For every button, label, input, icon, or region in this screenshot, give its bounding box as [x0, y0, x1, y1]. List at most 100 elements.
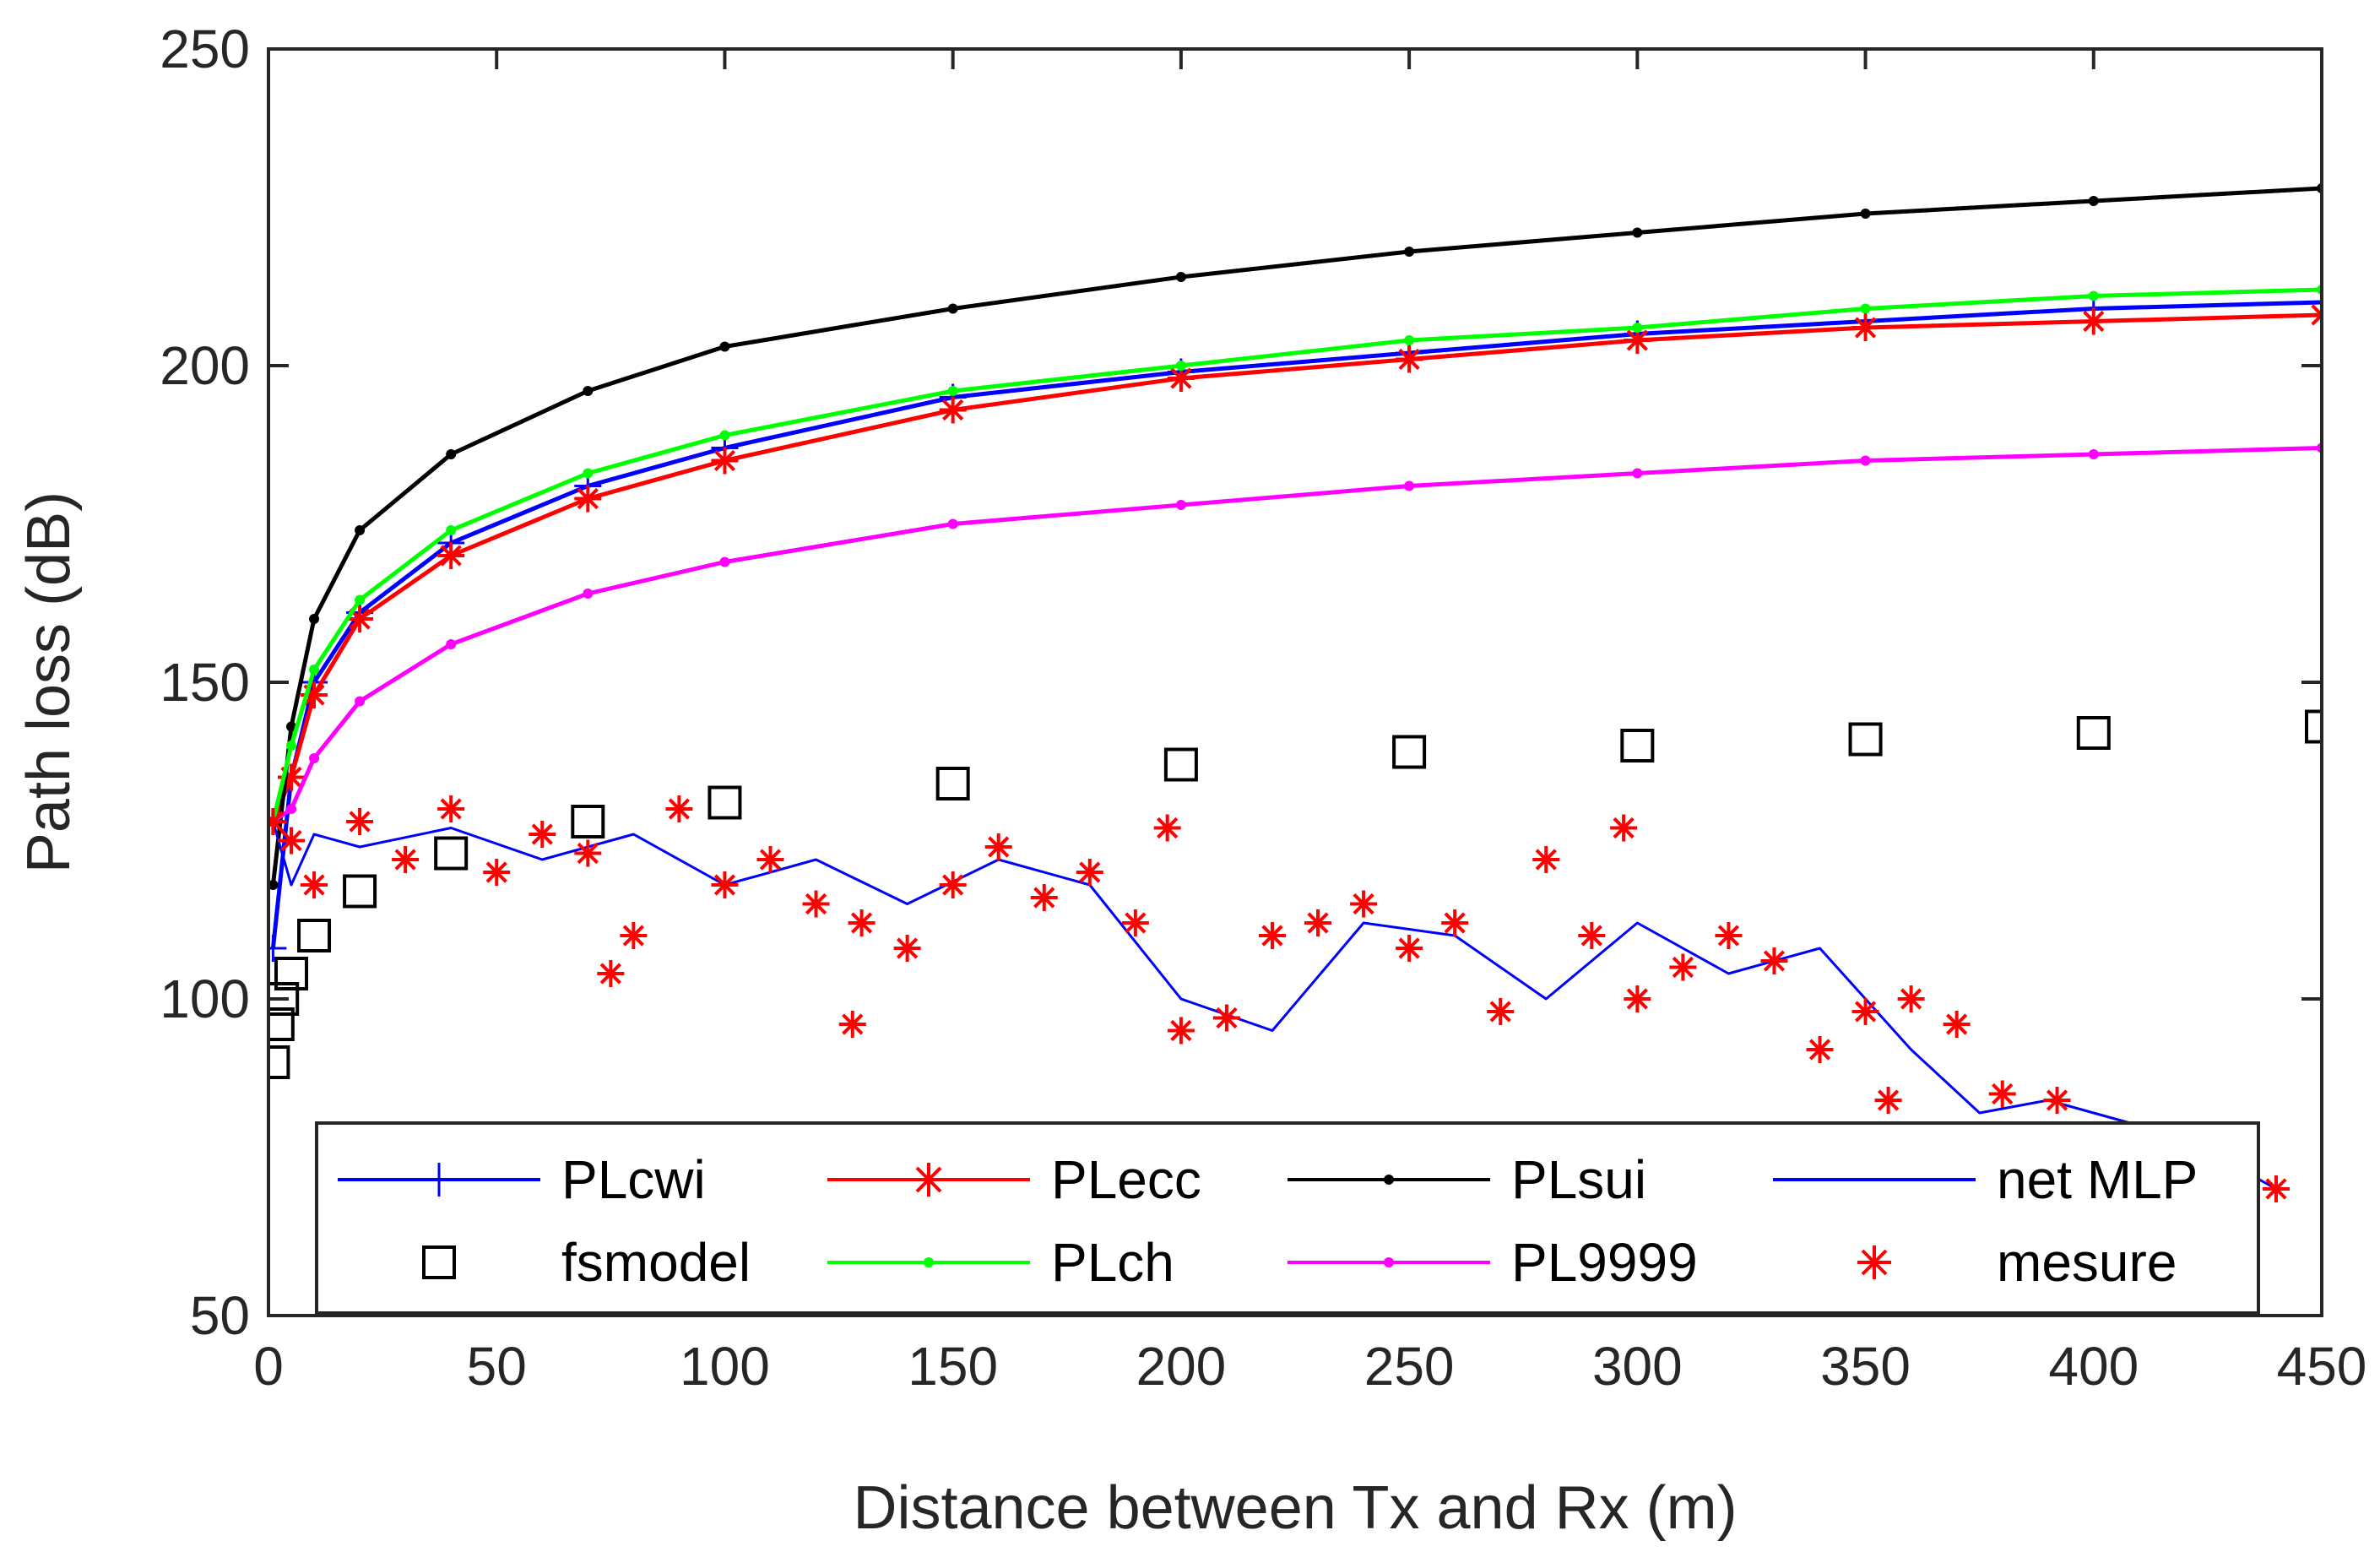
x-tick-label: 100: [680, 1336, 770, 1397]
legend-item-pl9999: PL9999: [1288, 1232, 1698, 1293]
data-point: [1153, 814, 1181, 842]
axes-ticks: 0 50 100 150 200 250 300 350 400 4505010015020025…: [160, 19, 2366, 1397]
legend-label: PLcwi: [561, 1149, 706, 1210]
data-point: [984, 833, 1012, 860]
legend-item-net-mlp: net MLP: [1773, 1149, 2198, 1210]
x-tick-label: 50: [467, 1336, 527, 1397]
data-point: [268, 808, 287, 835]
data-point: [268, 880, 279, 890]
data-point: [437, 795, 465, 822]
data-point: [574, 839, 602, 867]
x-tick-label: 300: [1592, 1336, 1683, 1397]
data-point: [446, 449, 457, 459]
data-point: [483, 859, 511, 886]
legend-item-fsmodel: fsmodel: [422, 1232, 751, 1293]
data-point: [571, 805, 605, 838]
data-point: [707, 785, 742, 820]
series-mesure: [268, 795, 2290, 1202]
y-tick-label: 50: [190, 1285, 250, 1346]
data-point: [268, 982, 300, 1016]
x-tick-label: 150: [908, 1336, 998, 1397]
legend-marker: [924, 1257, 934, 1267]
legend: PLcwi PLecc PLsui net MLP fsmodel PLch PL9999 m…: [315, 1121, 2260, 1315]
data-point: [1943, 1011, 1971, 1038]
data-point: [392, 846, 420, 873]
data-point: [355, 594, 366, 605]
data-point: [1404, 335, 1415, 345]
data-point: [665, 795, 693, 822]
data-point: [2305, 709, 2322, 744]
legend-item-plecc: PLecc: [827, 1149, 1201, 1210]
data-point: [1806, 1036, 1834, 1063]
data-point: [1851, 314, 1879, 341]
y-tick-label: 200: [160, 335, 250, 396]
data-point: [1258, 922, 1286, 949]
data-point: [2262, 1175, 2290, 1202]
data-point: [939, 396, 967, 424]
data-point: [620, 922, 648, 949]
data-point: [1715, 922, 1743, 949]
data-point: [848, 909, 876, 936]
data-point: [437, 542, 465, 569]
y-axis-label: Path loss (dB): [15, 491, 83, 873]
data-point: [597, 960, 625, 987]
data-point: [1167, 1017, 1195, 1045]
data-point: [947, 303, 958, 314]
data-point: [583, 386, 594, 396]
data-point: [434, 836, 469, 871]
data-point: [1874, 1087, 1902, 1114]
data-point: [446, 525, 457, 535]
data-point: [719, 430, 730, 441]
data-point: [1212, 1004, 1240, 1032]
data-point: [1396, 345, 1423, 373]
legend-label: PL9999: [1511, 1232, 1698, 1293]
series-pl9999: [268, 442, 2322, 827]
series-layer: [268, 183, 2322, 1202]
data-point: [1610, 814, 1638, 842]
data-point: [2308, 301, 2322, 328]
legend-box: [315, 1121, 2260, 1315]
data-point: [1897, 985, 1925, 1012]
data-point: [286, 741, 297, 751]
x-tick-label: 250: [1364, 1336, 1455, 1397]
data-point: [1350, 890, 1378, 918]
data-point: [297, 919, 332, 952]
data-point: [1620, 729, 1655, 762]
data-point: [2043, 1087, 2071, 1114]
data-point: [1121, 909, 1149, 936]
legend-label: fsmodel: [561, 1232, 751, 1293]
data-point: [2088, 290, 2099, 301]
data-point: [1860, 209, 1871, 219]
data-point: [1860, 303, 1871, 314]
data-point: [309, 753, 320, 763]
data-point: [1441, 909, 1469, 936]
x-axis-label: Distance between Tx and Rx (m): [853, 1474, 1737, 1542]
data-point: [802, 890, 830, 918]
data-point: [583, 589, 594, 599]
data-point: [286, 804, 297, 814]
data-point: [268, 1045, 290, 1079]
x-tick-label: 400: [2048, 1336, 2139, 1397]
data-point: [756, 846, 784, 873]
data-point: [1632, 227, 1643, 238]
data-point: [947, 518, 958, 529]
data-point: [939, 871, 967, 898]
data-point: [278, 827, 306, 855]
series-line: [270, 300, 2322, 949]
data-point: [719, 341, 730, 352]
data-point: [1404, 480, 1415, 491]
data-point: [346, 808, 374, 835]
data-point: [1304, 909, 1332, 936]
series-line: [271, 446, 2322, 824]
legend-label: PLecc: [1051, 1149, 1201, 1210]
legend-label: PLch: [1051, 1232, 1174, 1293]
data-point: [301, 871, 328, 898]
data-point: [2076, 716, 2111, 750]
data-point: [947, 386, 958, 396]
data-point: [2079, 307, 2107, 335]
data-point: [1632, 323, 1643, 333]
data-point: [893, 935, 921, 962]
legend-label: mesure: [1997, 1232, 2177, 1293]
data-point: [1578, 922, 1606, 949]
